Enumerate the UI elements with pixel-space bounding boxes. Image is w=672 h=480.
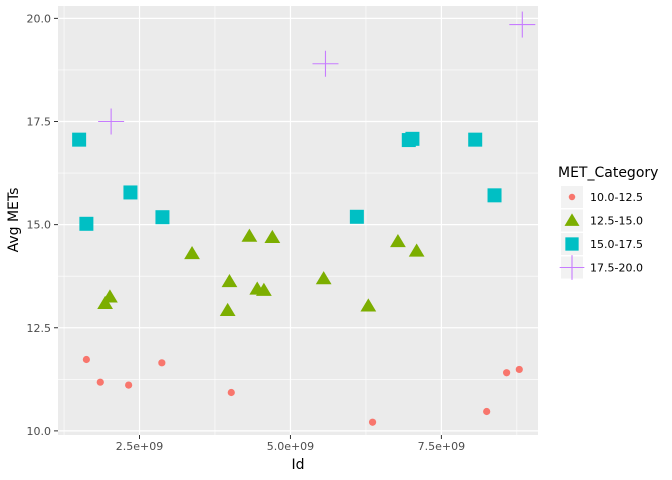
data-point [96,378,104,386]
data-point [483,407,491,416]
data-point [241,228,258,242]
data-point [349,209,364,224]
data-point [515,365,523,374]
y-tick-label: 15.0 [27,219,52,232]
legend-key-circle [568,193,576,201]
series-12.5-15.0 [97,228,425,317]
data-point [98,108,125,135]
legend-label: 12.5-15.0 [590,215,643,228]
data-points [72,11,536,426]
data-point [123,185,138,200]
data-point [503,369,511,377]
legend: MET_Category 10.0-12.5 12.5-15.0 15.0-17.5… [558,165,658,280]
data-point [184,246,200,260]
y-axis-title: Avg METs [6,188,22,253]
legend-label: 17.5-20.0 [590,262,643,275]
data-point [390,234,406,248]
data-point [509,11,536,38]
y-tick-label: 17.5 [27,116,52,129]
data-point [360,298,377,312]
data-point [468,132,483,147]
data-point [97,295,113,310]
data-point [82,355,90,364]
legend-key-cross [559,255,585,280]
y-axis-ticks: 10.0 12.5 15.0 17.5 20.0 [27,12,58,438]
legend-label: 10.0-12.5 [590,191,643,204]
x-axis-ticks: 2.5e+09 5.0e+09 7.5e+09 [116,435,465,453]
data-point [312,50,339,77]
data-point [158,359,166,367]
series-10.0-12.5 [82,355,523,426]
data-point [227,388,235,397]
data-point [256,282,272,296]
x-tick-label: 5.0e+09 [267,440,314,453]
series-17.5-20.0 [98,11,536,135]
data-point [408,243,425,257]
data-point [102,289,118,303]
major-grid [58,6,538,435]
data-point [264,229,281,244]
data-point [155,210,170,225]
data-point [315,271,332,285]
legend-label: 15.0-17.5 [590,238,643,251]
x-tick-label: 7.5e+09 [418,440,465,453]
data-point [125,381,133,389]
y-tick-label: 20.0 [27,12,52,25]
y-tick-label: 10.0 [27,425,52,438]
x-tick-label: 2.5e+09 [116,440,163,453]
data-point [219,302,236,317]
minor-grid [58,6,538,435]
data-point [405,131,420,146]
data-point [221,274,238,288]
series-15.0-17.5 [72,131,502,231]
legend-key-triangle [564,213,580,226]
data-point [368,418,377,426]
legend-title: MET_Category [558,165,658,181]
plot-panel [58,6,538,435]
x-axis-title: Id [291,457,304,473]
y-tick-label: 12.5 [27,322,52,335]
data-point [487,188,502,203]
legend-key-square [565,237,579,251]
data-point [72,132,87,147]
data-point [79,216,94,231]
